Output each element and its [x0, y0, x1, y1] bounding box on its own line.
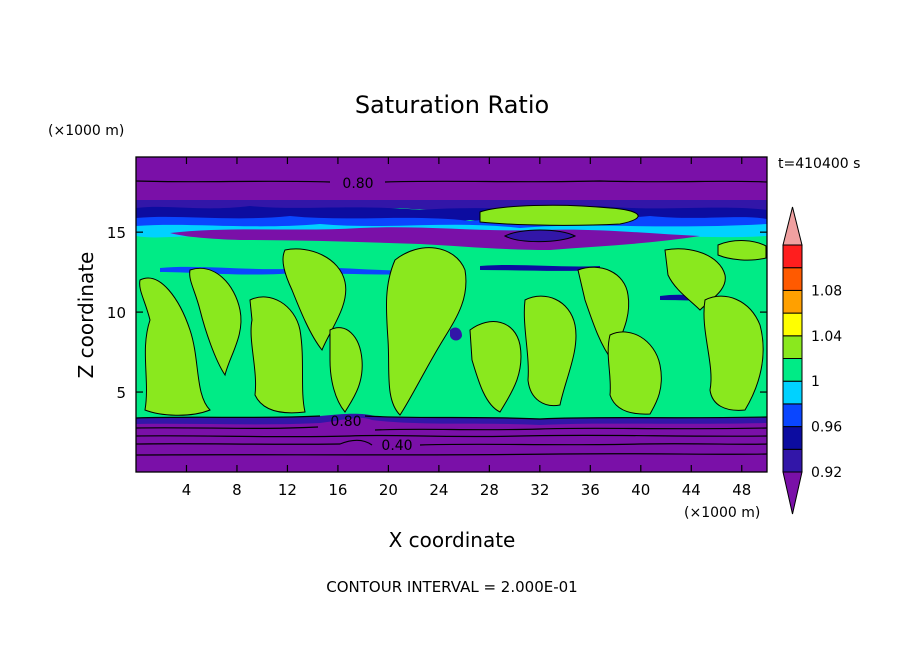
colorbar-segment — [782, 403, 803, 428]
x-tick-label: 16 — [328, 481, 347, 499]
contour-line — [136, 453, 767, 456]
y-unit-label: (×1000 m) — [48, 123, 124, 139]
contour-line-boundary — [136, 415, 321, 419]
colorbar-tick-label: 0.96 — [811, 420, 842, 436]
supersat-patch — [703, 295, 764, 411]
contour-line-0.40 — [136, 439, 373, 446]
colorbar-segment — [782, 358, 803, 382]
contour-lines — [136, 180, 767, 456]
colorbar-tick-label: 0.92 — [811, 465, 842, 481]
colorbar-segment — [782, 426, 803, 450]
upper-supersat-patch — [479, 204, 639, 226]
contour-label: 0.80 — [342, 176, 373, 192]
contour-line — [136, 434, 767, 438]
chart-title: Saturation Ratio — [355, 91, 549, 119]
contour-line-0.80-bottom — [136, 426, 319, 429]
colorbar-tick-label: 1 — [811, 374, 820, 390]
x-tick-label: 20 — [379, 481, 398, 499]
time-label: t=410400 s — [778, 156, 860, 172]
y-tick-label: 10 — [107, 304, 126, 322]
supersat-patch — [139, 277, 211, 416]
top-transition-indigo — [136, 200, 767, 213]
x-tick-label: 44 — [682, 481, 701, 499]
y-tick-label: 5 — [116, 384, 126, 402]
x-unit-label: (×1000 m) — [684, 505, 760, 521]
x-tick-label: 12 — [278, 481, 297, 499]
x-tick-label: 4 — [182, 481, 192, 499]
x-tick-label: 40 — [631, 481, 650, 499]
upper-dry-core — [503, 229, 577, 243]
contour-line-0.80-bottom — [374, 427, 767, 431]
x-axis: 4 8 12 16 20 24 28 32 36 40 44 48 — [182, 157, 751, 499]
supersat-patch — [189, 268, 242, 377]
x-axis-title: X coordinate — [389, 528, 516, 552]
y-axis: 5 10 15 — [107, 224, 767, 402]
supersat-patch — [523, 295, 577, 407]
colorbar: 0.92 0.96 1 1.04 1.08 — [782, 206, 842, 515]
x-tick-label: 32 — [530, 481, 549, 499]
supersat-patch — [717, 240, 767, 261]
supersat-patch — [385, 247, 467, 416]
supersat-patch — [664, 248, 726, 311]
contour-line-0.40 — [419, 443, 767, 446]
colorbar-segment — [782, 312, 803, 337]
colorbar-min-arrow — [782, 471, 803, 515]
supersat-patch — [329, 327, 363, 413]
x-tick-label: 36 — [581, 481, 600, 499]
colorbar-tick-label: 1.08 — [811, 283, 842, 299]
contour-line-0.80-top — [136, 180, 331, 183]
colorbar-segment — [782, 448, 803, 473]
colorbar-segment — [782, 267, 803, 291]
mid-streak-2 — [480, 265, 600, 271]
supersat-patch — [282, 248, 347, 351]
x-tick-label: 24 — [429, 481, 448, 499]
supersat-patch — [607, 331, 662, 415]
colorbar-max-arrow — [782, 206, 803, 246]
y-tick-label: 15 — [107, 224, 126, 242]
x-tick-label: 28 — [480, 481, 499, 499]
y-axis-title: Z coordinate — [74, 252, 98, 379]
colorbar-segment — [782, 289, 803, 314]
supersat-patch — [469, 321, 522, 413]
mid-dry-pocket — [450, 327, 462, 341]
supersat-patch — [249, 296, 306, 414]
supersat-patches — [139, 240, 767, 416]
top-dry-layer — [136, 157, 767, 200]
contour-label: 0.80 — [330, 414, 361, 430]
colorbar-segment — [782, 244, 803, 269]
contour-line-0.80-top — [384, 180, 767, 183]
contour-interval-note: CONTOUR INTERVAL = 2.000E-01 — [326, 578, 577, 596]
x-tick-label: 8 — [232, 481, 242, 499]
colorbar-segment — [782, 335, 803, 359]
contour-plot-area: 0.80 0.80 0.40 — [135, 156, 768, 473]
colorbar-tick-label: 1.04 — [811, 329, 842, 345]
contour-label: 0.40 — [381, 438, 412, 454]
plot-frame — [135, 156, 768, 473]
x-tick-label: 48 — [732, 481, 751, 499]
contour-line-boundary — [364, 415, 767, 420]
colorbar-segment — [782, 380, 803, 405]
